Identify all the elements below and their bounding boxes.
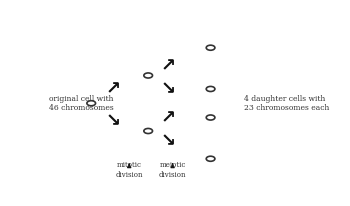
Text: ↗: ↗ — [105, 80, 120, 98]
Text: ↗: ↗ — [160, 57, 175, 75]
Text: 4 daughter cells with
23 chromosomes each: 4 daughter cells with 23 chromosomes eac… — [244, 95, 330, 112]
Text: ↘: ↘ — [160, 132, 175, 150]
Text: ↘: ↘ — [160, 80, 175, 98]
Text: ↗: ↗ — [160, 109, 175, 127]
Text: original cell with
46 chromosomes: original cell with 46 chromosomes — [49, 95, 114, 112]
Text: meiotic
division: meiotic division — [159, 161, 186, 179]
Text: ↘: ↘ — [105, 112, 120, 130]
Text: mitotic
division: mitotic division — [116, 161, 143, 179]
